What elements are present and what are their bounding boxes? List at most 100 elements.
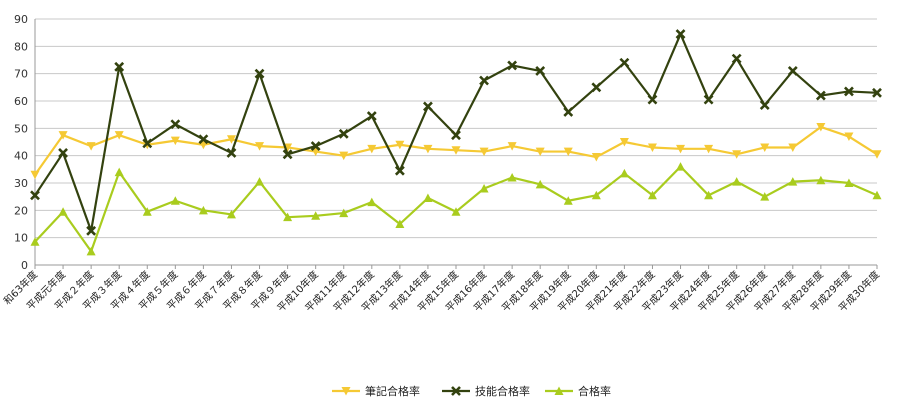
series-1 bbox=[30, 122, 882, 180]
data-point bbox=[255, 177, 265, 186]
data-point bbox=[86, 142, 96, 151]
data-point bbox=[451, 146, 461, 155]
data-point bbox=[563, 147, 573, 157]
data-point bbox=[338, 128, 349, 139]
legend-label: 筆記合格率 bbox=[365, 384, 420, 398]
data-point bbox=[619, 138, 629, 147]
data-point bbox=[844, 86, 854, 97]
data-point bbox=[816, 175, 826, 185]
data-point bbox=[30, 237, 40, 246]
data-point bbox=[114, 61, 125, 72]
data-point bbox=[619, 57, 630, 68]
data-point bbox=[226, 148, 237, 158]
data-point bbox=[535, 147, 545, 157]
data-point bbox=[479, 75, 489, 86]
data-point bbox=[787, 66, 798, 76]
data-point bbox=[86, 246, 96, 256]
data-point bbox=[535, 179, 545, 189]
y-tick-label: 70 bbox=[14, 68, 28, 81]
y-tick-labels: 0 10 20 30 40 50 60 70 80 90 bbox=[14, 13, 28, 272]
data-point bbox=[170, 196, 180, 205]
y-tick-label: 80 bbox=[14, 40, 28, 53]
data-point bbox=[731, 53, 742, 64]
legend-marker bbox=[341, 387, 351, 396]
data-point bbox=[872, 190, 882, 200]
legend: 筆記合格率 技能合格率 合格率 bbox=[332, 384, 611, 398]
y-tick-label: 40 bbox=[14, 150, 28, 163]
y-tick-label: 30 bbox=[14, 177, 28, 190]
data-point bbox=[367, 197, 377, 207]
data-point bbox=[704, 190, 714, 200]
data-point bbox=[479, 147, 489, 157]
data-point bbox=[311, 211, 321, 220]
data-point bbox=[647, 143, 657, 152]
data-point bbox=[170, 136, 180, 146]
data-point bbox=[675, 29, 686, 39]
data-point bbox=[30, 170, 40, 180]
data-point bbox=[760, 143, 770, 152]
data-point bbox=[479, 183, 489, 193]
series-group bbox=[30, 29, 882, 256]
data-point bbox=[423, 193, 433, 203]
data-point bbox=[619, 168, 629, 178]
data-point bbox=[283, 212, 293, 222]
data-point bbox=[30, 190, 40, 201]
data-point bbox=[704, 144, 714, 154]
data-point bbox=[142, 207, 152, 216]
data-point bbox=[563, 196, 573, 205]
data-point bbox=[58, 131, 68, 140]
data-point bbox=[872, 87, 882, 98]
data-point bbox=[58, 148, 68, 158]
legend-item: 技能合格率 bbox=[442, 384, 530, 398]
data-point bbox=[226, 209, 236, 219]
data-point bbox=[788, 143, 798, 152]
data-point bbox=[114, 131, 124, 140]
data-point bbox=[198, 205, 208, 215]
data-point bbox=[676, 162, 686, 171]
data-point bbox=[451, 207, 461, 216]
data-point bbox=[58, 207, 68, 216]
legend-label: 合格率 bbox=[578, 384, 611, 398]
data-point bbox=[647, 190, 657, 200]
x-tick-labels: 和63年度平成元年度平成２年度平成３年度平成４年度平成５年度平成６年度平成７年度… bbox=[1, 265, 882, 314]
data-point bbox=[760, 192, 770, 201]
data-point bbox=[535, 66, 546, 76]
y-tick-label: 0 bbox=[21, 259, 28, 272]
data-point bbox=[816, 122, 826, 132]
data-point bbox=[86, 225, 97, 236]
data-point bbox=[676, 144, 686, 154]
data-point bbox=[703, 94, 714, 105]
data-point bbox=[788, 177, 798, 186]
legend-item: 筆記合格率 bbox=[332, 384, 420, 398]
series-2 bbox=[30, 29, 882, 236]
data-point bbox=[394, 165, 405, 176]
series-3 bbox=[30, 162, 882, 256]
data-point bbox=[114, 167, 124, 177]
legend-marker bbox=[554, 386, 564, 395]
data-point bbox=[226, 135, 236, 144]
legend-label: 技能合格率 bbox=[475, 384, 530, 398]
data-point bbox=[395, 219, 405, 228]
data-point bbox=[591, 82, 602, 93]
data-point bbox=[732, 150, 742, 159]
data-point bbox=[451, 130, 461, 141]
data-point bbox=[563, 107, 574, 117]
y-tick-label: 60 bbox=[14, 95, 28, 108]
data-point bbox=[339, 208, 349, 218]
y-tick-label: 10 bbox=[14, 232, 28, 245]
data-point bbox=[142, 138, 153, 149]
data-point bbox=[423, 101, 433, 112]
legend-marker bbox=[451, 386, 461, 396]
data-point bbox=[255, 142, 265, 151]
data-point bbox=[507, 142, 517, 151]
data-point bbox=[591, 190, 601, 200]
data-point bbox=[844, 178, 854, 187]
legend-item: 合格率 bbox=[545, 384, 611, 398]
data-point bbox=[844, 132, 854, 142]
series-line bbox=[34, 32, 878, 232]
data-point bbox=[591, 153, 601, 162]
data-point bbox=[170, 119, 181, 130]
data-point bbox=[367, 144, 377, 154]
data-point bbox=[366, 111, 377, 121]
data-point bbox=[507, 60, 518, 71]
